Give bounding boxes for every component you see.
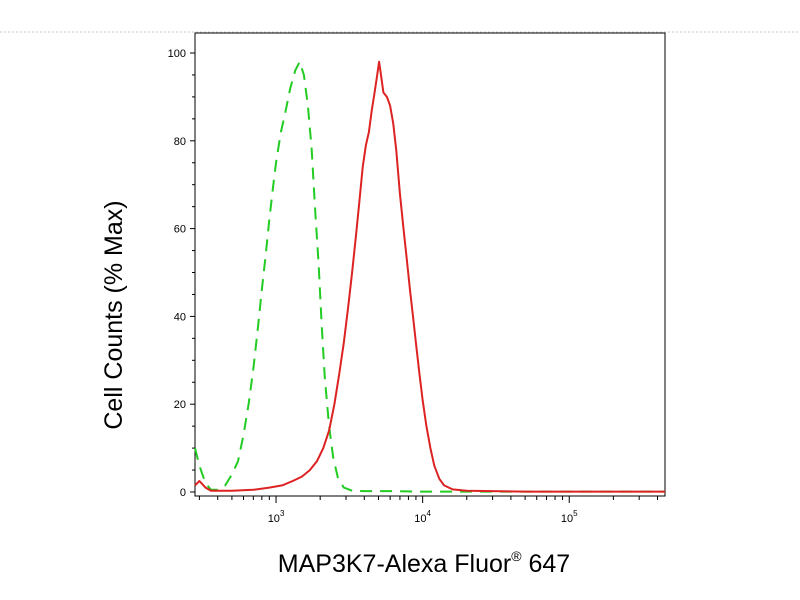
- x-tick-label-exponent: 4: [427, 509, 432, 518]
- series-layer: [194, 60, 665, 493]
- series-line-1: [194, 60, 665, 493]
- y-tick-label: 0: [180, 487, 186, 499]
- x-tick-label-base: 10: [414, 513, 426, 525]
- x-tick-label: 103: [268, 509, 285, 525]
- y-axis: 0 20 40 60 80 100: [168, 48, 195, 499]
- x-tick-label: 105: [561, 509, 578, 525]
- x-tick-label-base: 10: [561, 513, 573, 525]
- plot-frame: [194, 32, 666, 497]
- x-tick-label-base: 10: [268, 513, 280, 525]
- x-axis-title-suffix: 647: [522, 550, 571, 578]
- x-tick-label-exponent: 3: [280, 509, 285, 518]
- series-line-2: [194, 60, 665, 493]
- y-tick-label: 100: [168, 48, 186, 60]
- x-axis-title: MAP3K7-Alexa Fluor® 647: [278, 548, 570, 578]
- y-tick-label: 60: [174, 224, 186, 236]
- y-tick-label: 80: [174, 136, 186, 148]
- x-axis-title-main: MAP3K7-Alexa Fluor: [278, 550, 511, 578]
- y-tick-label: 20: [174, 399, 186, 411]
- x-axis: 103 104 105: [198, 496, 659, 525]
- x-tick-label: 104: [414, 509, 431, 525]
- y-axis-title: Cell Counts (% Max): [100, 200, 128, 429]
- y-tick-label: 40: [174, 311, 186, 323]
- x-tick-label-exponent: 5: [573, 509, 578, 518]
- x-axis-title-superscript: ®: [511, 548, 522, 564]
